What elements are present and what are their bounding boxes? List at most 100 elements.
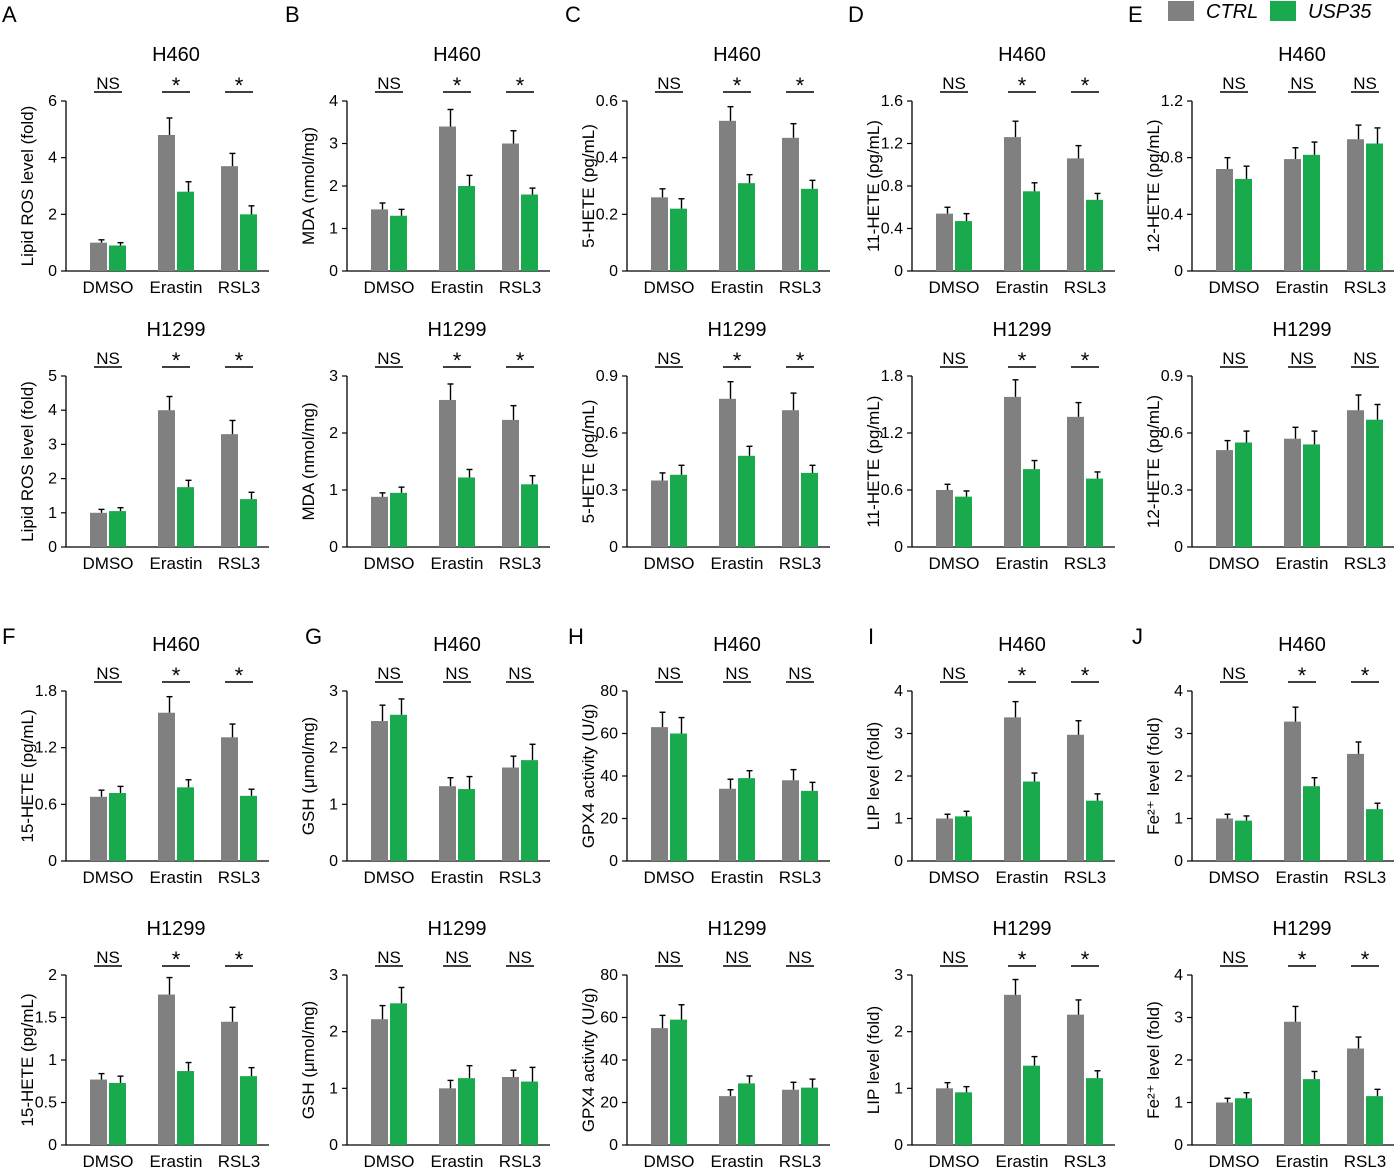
chart-title: H1299 bbox=[428, 918, 487, 940]
bar-usp35 bbox=[458, 1078, 475, 1145]
significance-mark: NS bbox=[377, 664, 401, 683]
significance-mark: * bbox=[1018, 348, 1027, 373]
y-tick-label: 1.5 bbox=[35, 1010, 57, 1027]
bar-ctrl bbox=[782, 1089, 799, 1145]
x-tick-label: Erastin bbox=[150, 554, 203, 573]
y-tick-label: 0 bbox=[609, 263, 618, 280]
significance-mark: * bbox=[1361, 947, 1370, 972]
y-tick-label: 3 bbox=[329, 967, 338, 984]
y-tick-label: 4 bbox=[48, 402, 57, 419]
bar-usp35 bbox=[738, 183, 755, 271]
y-axis-label: 11-HETE (pg/mL) bbox=[864, 120, 883, 252]
y-tick-label: 3 bbox=[329, 136, 338, 153]
y-axis-label: GPX4 activity (U/g) bbox=[579, 704, 598, 849]
bar-ctrl bbox=[1067, 416, 1084, 547]
y-tick-label: 5 bbox=[48, 368, 57, 385]
chart-title: H1299 bbox=[708, 319, 767, 341]
x-tick-label: RSL3 bbox=[1344, 868, 1387, 887]
bar-usp35 bbox=[1366, 809, 1383, 861]
chart-title: H1299 bbox=[1273, 319, 1332, 341]
bar-ctrl bbox=[936, 818, 953, 861]
bar-usp35 bbox=[390, 714, 407, 861]
bar-ctrl bbox=[1284, 438, 1301, 547]
y-tick-label: 0 bbox=[894, 1137, 903, 1154]
chart-title: H460 bbox=[998, 634, 1046, 656]
bar-ctrl bbox=[1067, 734, 1084, 861]
y-tick-label: 0.6 bbox=[881, 482, 903, 499]
significance-mark: * bbox=[1018, 947, 1027, 972]
bar-ctrl bbox=[502, 143, 519, 271]
y-tick-label: 0 bbox=[894, 853, 903, 870]
bar-usp35 bbox=[1235, 820, 1252, 861]
x-tick-label: Erastin bbox=[150, 1152, 203, 1169]
chart-panel-13: H H460 GPX4 activity (U/g) 0 20 40 60 80 DMSO NS E… bbox=[568, 624, 830, 887]
x-tick-label: RSL3 bbox=[779, 1152, 822, 1169]
chart-panel-18: H1299 GPX4 activity (U/g) 0 20 40 60 80 DMSO NS E… bbox=[579, 918, 830, 1169]
y-tick-label: 3 bbox=[1174, 726, 1183, 743]
significance-mark: * bbox=[235, 663, 244, 688]
y-tick-label: 0.4 bbox=[881, 221, 903, 238]
x-tick-label: DMSO bbox=[83, 278, 134, 297]
bar-ctrl bbox=[371, 1019, 388, 1145]
x-tick-label: RSL3 bbox=[218, 278, 261, 297]
x-tick-label: RSL3 bbox=[1344, 1152, 1387, 1169]
x-tick-label: RSL3 bbox=[218, 868, 261, 887]
x-tick-label: RSL3 bbox=[499, 868, 542, 887]
y-tick-label: 80 bbox=[600, 967, 618, 984]
y-tick-label: 0 bbox=[1174, 263, 1183, 280]
y-tick-label: 0 bbox=[609, 1137, 618, 1154]
y-tick-label: 0.6 bbox=[35, 796, 57, 813]
bar-ctrl bbox=[221, 1021, 238, 1145]
bar-usp35 bbox=[521, 484, 538, 547]
y-tick-label: 2 bbox=[1174, 768, 1183, 785]
bar-usp35 bbox=[1366, 1096, 1383, 1145]
x-tick-label: RSL3 bbox=[499, 1152, 542, 1169]
significance-mark: NS bbox=[657, 74, 681, 93]
significance-mark: NS bbox=[1222, 349, 1246, 368]
x-tick-label: Erastin bbox=[996, 1152, 1049, 1169]
y-tick-label: 4 bbox=[1174, 683, 1183, 700]
y-axis-label: 15-HETE (pg/mL) bbox=[18, 993, 37, 1126]
chart-title: H460 bbox=[713, 44, 761, 66]
x-tick-label: DMSO bbox=[364, 554, 415, 573]
x-tick-label: Erastin bbox=[711, 1152, 764, 1169]
chart-title: H1299 bbox=[993, 918, 1052, 940]
panel-letter: I bbox=[868, 624, 874, 649]
bar-usp35 bbox=[1023, 469, 1040, 547]
y-tick-label: 0.4 bbox=[596, 150, 618, 167]
y-tick-label: 2 bbox=[894, 1024, 903, 1041]
x-tick-label: DMSO bbox=[1209, 554, 1260, 573]
bar-usp35 bbox=[955, 816, 972, 861]
significance-mark: * bbox=[172, 663, 181, 688]
chart-title: H1299 bbox=[1273, 918, 1332, 940]
bar-ctrl bbox=[1067, 1014, 1084, 1145]
chart-title: H1299 bbox=[428, 319, 487, 341]
bar-ctrl bbox=[1347, 410, 1364, 547]
chart-panel-2: B H460 MDA (nmol/mg) 0 1 2 3 4 DMSO NS Erastin * RSL… bbox=[285, 2, 550, 297]
bar-ctrl bbox=[90, 242, 107, 271]
bar-ctrl bbox=[90, 1079, 107, 1145]
y-tick-label: 40 bbox=[600, 768, 618, 785]
bar-ctrl bbox=[936, 1088, 953, 1145]
x-tick-label: RSL3 bbox=[499, 278, 542, 297]
bar-ctrl bbox=[371, 721, 388, 861]
y-tick-label: 1 bbox=[329, 482, 338, 499]
significance-mark: * bbox=[1018, 73, 1027, 98]
x-tick-label: Erastin bbox=[150, 278, 203, 297]
bar-usp35 bbox=[738, 778, 755, 861]
significance-mark: NS bbox=[96, 948, 120, 967]
chart-panel-20: H1299 Fe²⁺ level (fold) 0 1 2 3 4 DMSO NS Erastin… bbox=[1144, 918, 1394, 1169]
bar-ctrl bbox=[1216, 450, 1233, 547]
panel-letter: A bbox=[2, 2, 17, 27]
bar-ctrl bbox=[1004, 137, 1021, 271]
legend-label-usp35: USP35 bbox=[1308, 1, 1372, 23]
significance-mark: NS bbox=[377, 74, 401, 93]
legend-swatch-ctrl bbox=[1168, 1, 1194, 21]
y-tick-label: 2 bbox=[1174, 1052, 1183, 1069]
panel-letter: J bbox=[1132, 624, 1143, 649]
chart-title: H460 bbox=[433, 44, 481, 66]
x-tick-label: Erastin bbox=[711, 554, 764, 573]
y-tick-label: 1 bbox=[894, 1080, 903, 1097]
y-tick-label: 0 bbox=[894, 539, 903, 556]
